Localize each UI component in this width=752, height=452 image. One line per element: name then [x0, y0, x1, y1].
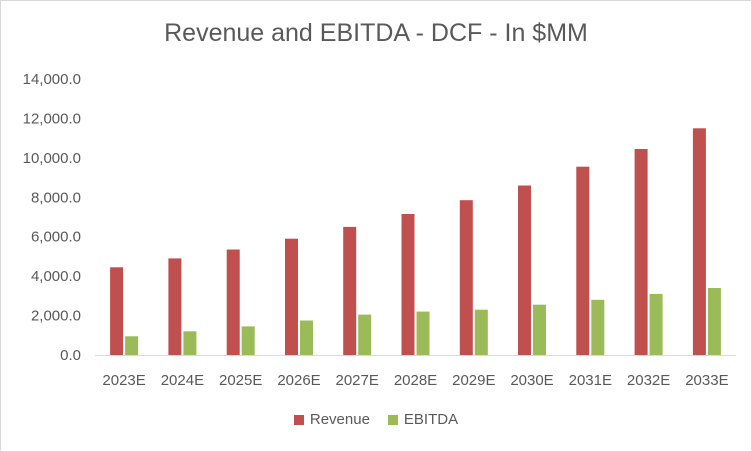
bar-revenue-2032E — [634, 149, 648, 355]
x-tick-label: 2030E — [510, 372, 553, 389]
bar-ebitda-2030E — [533, 304, 546, 355]
chart-title: Revenue and EBITDA - DCF - In $MM — [164, 19, 588, 47]
x-tick-label: 2025E — [219, 372, 262, 389]
x-tick-label: 2031E — [569, 372, 612, 389]
x-tick-label: 2032E — [627, 372, 670, 389]
legend-swatch-revenue — [293, 414, 304, 425]
legend-swatch-ebitda — [387, 414, 398, 425]
legend-item-ebitda: EBITDA — [387, 411, 459, 428]
y-tick-label: 10,000.0 — [23, 150, 81, 167]
bar-revenue-2031E — [576, 166, 590, 355]
bar-ebitda-2032E — [649, 293, 663, 355]
bar-ebitda-2024E — [183, 331, 197, 355]
x-tick-label: 2024E — [161, 372, 204, 389]
x-tick-label: 2023E — [102, 372, 145, 389]
legend-label-ebitda: EBITDA — [403, 411, 459, 428]
bar-ebitda-2029E — [474, 309, 488, 355]
y-tick-label: 2,000.0 — [31, 308, 81, 325]
bar-revenue-2026E — [285, 238, 298, 355]
bar-revenue-2023E — [110, 267, 124, 355]
bar-revenue-2027E — [343, 226, 357, 355]
x-tick-label: 2026E — [277, 372, 320, 389]
bar-revenue-2033E — [692, 128, 706, 355]
y-tick-label: 8,000.0 — [31, 189, 81, 206]
bar-ebitda-2023E — [125, 336, 139, 355]
bar-revenue-2030E — [518, 185, 531, 355]
bar-revenue-2029E — [459, 200, 473, 355]
bar-ebitda-2025E — [241, 326, 255, 355]
y-tick-label: 12,000.0 — [23, 110, 81, 127]
bar-revenue-2024E — [168, 258, 182, 355]
y-tick-label: 4,000.0 — [31, 268, 81, 285]
y-tick-label: 0.0 — [60, 347, 81, 364]
bar-revenue-2028E — [401, 214, 415, 355]
y-tick-label: 14,000.0 — [23, 71, 81, 88]
x-tick-label: 2027E — [336, 372, 379, 389]
legend-label-revenue: Revenue — [309, 411, 370, 428]
bar-ebitda-2028E — [416, 311, 430, 355]
y-tick-label: 6,000.0 — [31, 229, 81, 246]
x-tick-label: 2033E — [685, 372, 728, 389]
legend-item-revenue: Revenue — [293, 411, 370, 428]
bar-revenue-2025E — [226, 249, 240, 355]
legend: Revenue EBITDA — [1, 411, 751, 428]
x-tick-label: 2028E — [394, 372, 437, 389]
bar-ebitda-2031E — [591, 299, 605, 355]
bar-ebitda-2033E — [707, 288, 721, 355]
x-tick-label: 2029E — [452, 372, 495, 389]
bar-ebitda-2027E — [358, 314, 372, 355]
bar-ebitda-2026E — [300, 320, 313, 355]
